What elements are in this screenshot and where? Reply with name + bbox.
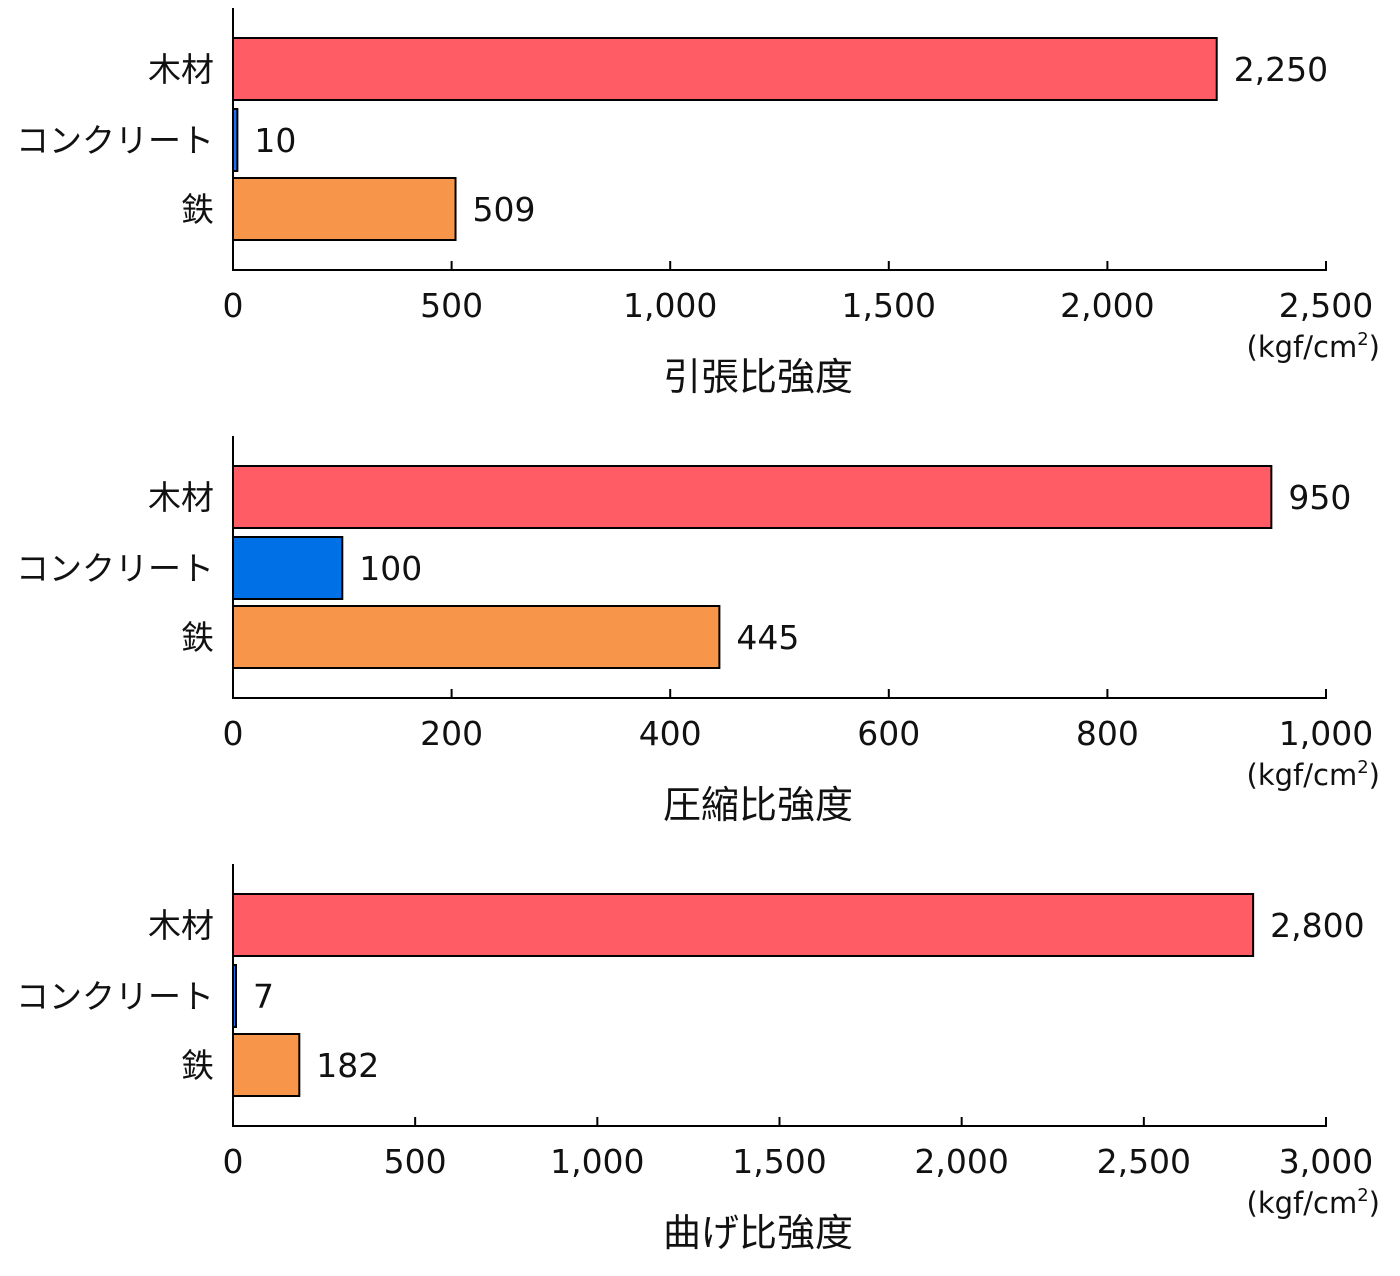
x-tick-label: 2,000 bbox=[1060, 286, 1154, 325]
x-tick-label: 500 bbox=[420, 286, 483, 325]
category-label: 木材 bbox=[148, 478, 214, 517]
x-tick-label: 2,000 bbox=[914, 1142, 1008, 1181]
chart-title: 圧縮比強度 bbox=[663, 783, 853, 827]
value-label: 100 bbox=[359, 549, 422, 588]
value-label: 7 bbox=[253, 977, 274, 1016]
x-tick-label: 400 bbox=[639, 714, 702, 753]
category-label: 鉄 bbox=[181, 190, 214, 229]
bar-3 bbox=[232, 177, 457, 241]
value-label: 2,250 bbox=[1234, 50, 1328, 89]
value-label: 182 bbox=[316, 1046, 379, 1085]
bar-1 bbox=[232, 37, 1218, 101]
bar-1 bbox=[232, 465, 1273, 529]
bar-1 bbox=[232, 893, 1255, 957]
unit-label: (kgf/cm2) bbox=[1247, 1185, 1380, 1220]
x-tick-label: 200 bbox=[420, 714, 483, 753]
bar-2 bbox=[232, 108, 239, 172]
chart-panel-2: 0 200 400 600 800 1,000 木材 950 コンクリート 100 鉄 445 (kgf… bbox=[16, 436, 1380, 827]
chart-panel-3: 0 500 1,000 1,500 2,000 2,500 3,000 木材 2,800 コンクリ… bbox=[16, 864, 1380, 1255]
x-tick-label: 500 bbox=[384, 1142, 447, 1181]
value-label: 950 bbox=[1288, 478, 1351, 517]
x-tick-label: 1,000 bbox=[550, 1142, 644, 1181]
x-tick-label: 0 bbox=[223, 714, 244, 753]
x-tick-label: 3,000 bbox=[1279, 1142, 1373, 1181]
x-tick-label: 1,500 bbox=[842, 286, 936, 325]
category-label: コンクリート bbox=[16, 977, 214, 1016]
x-tick-label: 600 bbox=[857, 714, 920, 753]
bar-2 bbox=[232, 536, 344, 600]
category-label: 鉄 bbox=[181, 1046, 214, 1085]
category-label: コンクリート bbox=[16, 549, 214, 588]
x-tick-label: 0 bbox=[223, 1142, 244, 1181]
chart-title: 引張比強度 bbox=[663, 355, 853, 399]
chart-title: 曲げ比強度 bbox=[663, 1211, 853, 1255]
value-label: 509 bbox=[473, 190, 536, 229]
x-tick-label: 2,500 bbox=[1279, 286, 1373, 325]
x-tick-label: 2,500 bbox=[1097, 1142, 1191, 1181]
x-tick-label: 800 bbox=[1076, 714, 1139, 753]
x-tick-label: 1,000 bbox=[1279, 714, 1373, 753]
category-label: コンクリート bbox=[16, 121, 214, 160]
value-label: 2,800 bbox=[1270, 906, 1364, 945]
bar-3 bbox=[232, 1033, 301, 1097]
x-tick-label: 0 bbox=[223, 286, 244, 325]
bar-3 bbox=[232, 605, 721, 669]
unit-label: (kgf/cm2) bbox=[1247, 757, 1380, 792]
category-label: 木材 bbox=[148, 50, 214, 89]
category-label: 鉄 bbox=[181, 618, 214, 657]
x-tick-label: 1,000 bbox=[623, 286, 717, 325]
value-label: 445 bbox=[736, 618, 799, 657]
value-label: 10 bbox=[254, 121, 296, 160]
chart-panel-1: 0 500 1,000 1,500 2,000 2,500 木材 2,250 コンクリート 10 鉄… bbox=[16, 8, 1380, 399]
unit-label: (kgf/cm2) bbox=[1247, 329, 1380, 364]
bar-2 bbox=[232, 964, 237, 1028]
x-tick-label: 1,500 bbox=[732, 1142, 826, 1181]
category-label: 木材 bbox=[148, 906, 214, 945]
